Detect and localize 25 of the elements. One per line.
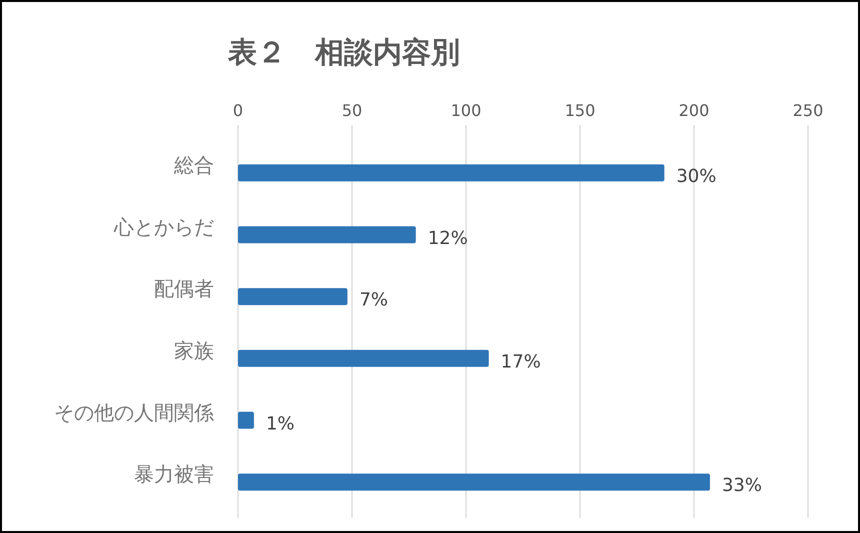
y-tick-label: その他の人間関係 bbox=[54, 400, 214, 424]
bar bbox=[238, 226, 416, 244]
y-tick-label: 家族 bbox=[174, 338, 214, 362]
annotation: 30% bbox=[676, 166, 716, 187]
x-tick-label: 150 bbox=[564, 101, 596, 120]
x-tick-label: 250 bbox=[792, 101, 824, 120]
x-tick-label: 100 bbox=[450, 101, 482, 120]
y-tick-label: 配偶者 bbox=[154, 276, 214, 301]
bar bbox=[238, 164, 664, 182]
annotation: 7% bbox=[359, 290, 388, 311]
bar bbox=[238, 288, 348, 306]
annotation: 17% bbox=[500, 351, 541, 372]
title: 表２ 相談内容別 bbox=[228, 35, 460, 69]
annotation: 33% bbox=[722, 475, 762, 496]
x-tick-label: 0 bbox=[232, 101, 244, 120]
annotation: 12% bbox=[428, 228, 468, 249]
bar bbox=[238, 350, 489, 367]
y-tick-label: 心とからだ bbox=[113, 214, 214, 239]
x-tick-label: 200 bbox=[678, 101, 710, 120]
x-tick-label: 50 bbox=[342, 101, 362, 120]
y-tick-label: 総合 bbox=[173, 152, 214, 177]
y-tick-label: 暴力被害 bbox=[134, 462, 214, 486]
bar bbox=[238, 412, 254, 429]
bar bbox=[238, 474, 710, 491]
annotation: 1% bbox=[266, 413, 295, 434]
